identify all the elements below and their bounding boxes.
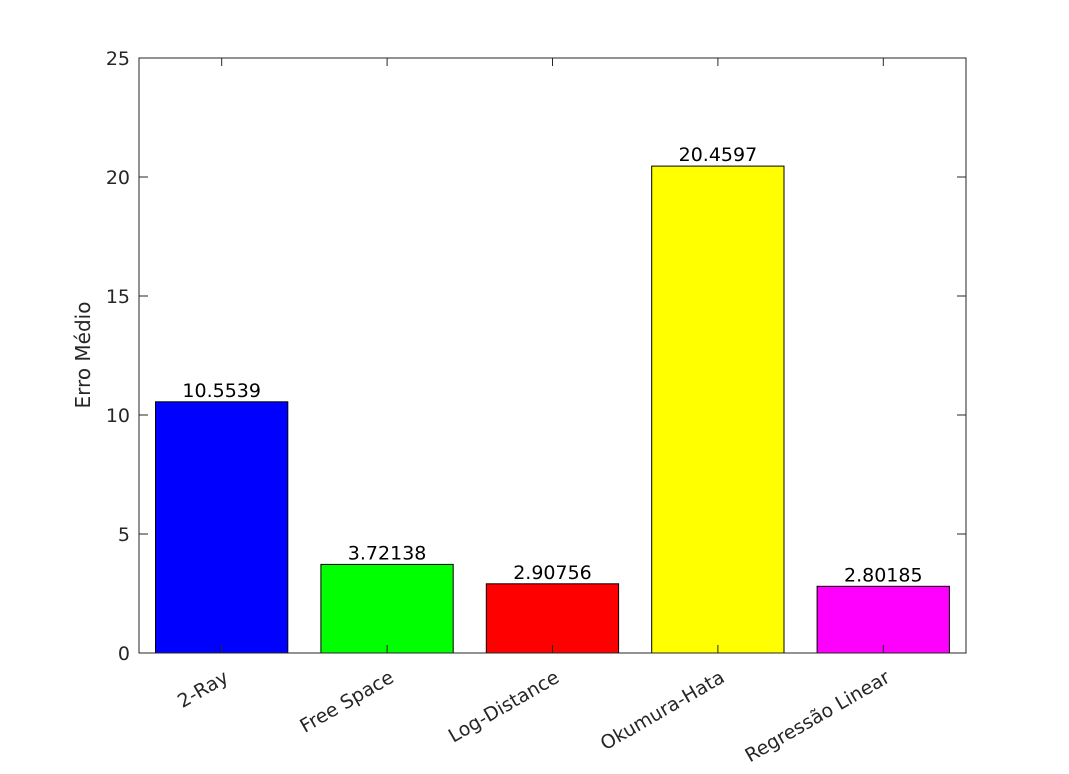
y-tick-label: 0 bbox=[118, 643, 130, 665]
bar-regress-o-linear bbox=[816, 585, 950, 654]
y-tick-label: 10 bbox=[106, 405, 130, 427]
bars-group bbox=[155, 165, 950, 654]
data-label: 10.5539 bbox=[182, 380, 261, 402]
y-tick-label: 20 bbox=[106, 167, 130, 189]
x-tick-label: 2-Ray bbox=[174, 666, 232, 712]
data-label: 2.80185 bbox=[844, 564, 923, 586]
axes-group bbox=[138, 57, 967, 654]
x-tick-label: Free Space bbox=[296, 666, 397, 737]
x-tick-label: Regressão Linear bbox=[741, 666, 894, 767]
x-tick-labels: 2-Ray Free Space Log-Distance Okumura-Hata R… bbox=[174, 666, 894, 767]
x-tick-label: Log-Distance bbox=[445, 666, 563, 747]
y-tick-labels: 0 5 10 15 20 25 bbox=[106, 48, 130, 665]
plot-frame bbox=[138, 57, 967, 654]
data-label: 20.4597 bbox=[679, 144, 758, 166]
y-tick-label: 5 bbox=[118, 524, 130, 546]
y-tick-label: 15 bbox=[106, 286, 130, 308]
bar-free-space bbox=[320, 563, 454, 654]
data-label: 3.72138 bbox=[348, 542, 427, 564]
data-label: 2.90756 bbox=[513, 562, 592, 584]
bar-okumura-hata bbox=[651, 165, 785, 654]
data-labels: 10.5539 3.72138 2.90756 20.4597 2.80185 bbox=[182, 144, 922, 586]
bar-2-ray bbox=[155, 401, 289, 654]
y-axis-label: Erro Médio bbox=[71, 302, 95, 409]
y-tick-label: 25 bbox=[106, 48, 130, 70]
bar-log-distance bbox=[485, 583, 620, 654]
x-tick-label: Okumura-Hata bbox=[597, 666, 729, 755]
